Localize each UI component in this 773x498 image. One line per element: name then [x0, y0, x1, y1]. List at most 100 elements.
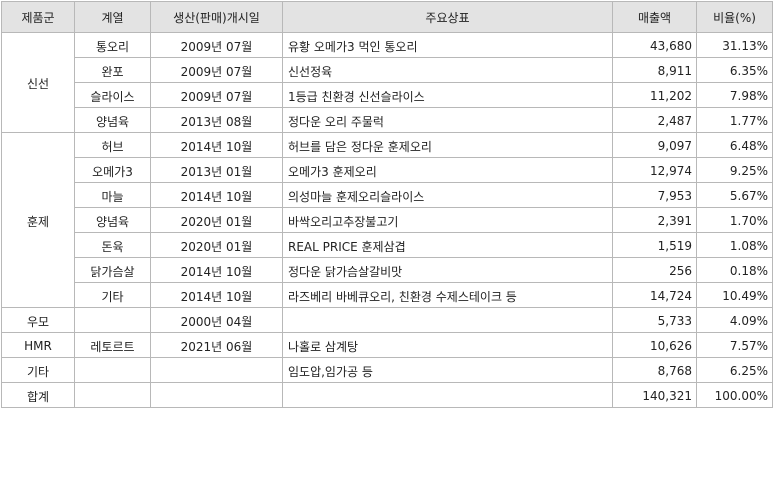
- header-brand: 주요상표: [282, 1, 613, 33]
- cell-ratio: 100.00%: [696, 382, 773, 408]
- table-row: 오메가3 2013년 01월 오메가3 훈제오리 12,974 9.25%: [2, 157, 773, 183]
- cell-brand: 정다운 닭가슴살갈비맛: [282, 257, 613, 283]
- table-row: 양념육 2020년 01월 바싹오리고추장불고기 2,391 1.70%: [2, 207, 773, 233]
- cell-ratio: 4.09%: [696, 307, 773, 333]
- cell-launch-date: 2014년 10월: [150, 132, 283, 158]
- table-row: 돈육 2020년 01월 REAL PRICE 훈제삼겹 1,519 1.08%: [2, 232, 773, 258]
- cell-line: 완포: [74, 57, 151, 83]
- cell-sales: 43,680: [612, 32, 697, 58]
- cell-category: 신선: [1, 32, 75, 133]
- cell-line: 양념육: [74, 107, 151, 133]
- cell-ratio: 0.18%: [696, 257, 773, 283]
- cell-launch-date: 2009년 07월: [150, 82, 283, 108]
- header-category: 제품군: [1, 1, 75, 33]
- cell-ratio: 1.08%: [696, 232, 773, 258]
- header-launch-date: 생산(판매)개시일: [150, 1, 283, 33]
- header-ratio: 비율(%): [696, 1, 773, 33]
- cell-brand: 1등급 친환경 신선슬라이스: [282, 82, 613, 108]
- cell-sales: 8,768: [612, 357, 697, 383]
- cell-category: 기타: [1, 357, 75, 383]
- table-row: 닭가슴살 2014년 10월 정다운 닭가슴살갈비맛 256 0.18%: [2, 257, 773, 283]
- cell-brand: [282, 307, 613, 333]
- cell-category: HMR: [1, 332, 75, 358]
- table-body: 신선 통오리 2009년 07월 유황 오메가3 먹인 통오리 43,680 31.13%…: [1, 32, 773, 408]
- cell-ratio: 7.57%: [696, 332, 773, 358]
- cell-sales: 256: [612, 257, 697, 283]
- table-row: 우모 2000년 04월 5,733 4.09%: [1, 307, 773, 333]
- cell-sales: 140,321: [612, 382, 697, 408]
- cell-sales: 1,519: [612, 232, 697, 258]
- cell-line: 양념육: [74, 207, 151, 233]
- cell-sales: 12,974: [612, 157, 697, 183]
- table-row: 기타 2014년 10월 라즈베리 바베큐오리, 친환경 수제스테이크 등 14,72…: [2, 282, 773, 308]
- table-row: 완포 2009년 07월 신선정육 8,911 6.35%: [2, 57, 773, 83]
- header-row: 제품군 계열 생산(판매)개시일 주요상표 매출액 비율(%): [1, 1, 773, 33]
- cell-line: 기타: [74, 282, 151, 308]
- cell-launch-date: 2014년 10월: [150, 182, 283, 208]
- cell-sales: 2,391: [612, 207, 697, 233]
- cell-launch-date: 2020년 01월: [150, 207, 283, 233]
- header-sales: 매출액: [612, 1, 697, 33]
- cell-sales: 10,626: [612, 332, 697, 358]
- cell-brand: 임도압,임가공 등: [282, 357, 613, 383]
- cell-brand: 나홀로 삼계탕: [282, 332, 613, 358]
- cell-launch-date: 2009년 07월: [150, 57, 283, 83]
- cell-ratio: 9.25%: [696, 157, 773, 183]
- cell-launch-date: 2014년 10월: [150, 282, 283, 308]
- cell-sales: 9,097: [612, 132, 697, 158]
- table-row: 양념육 2013년 08월 정다운 오리 주물럭 2,487 1.77%: [2, 107, 773, 133]
- cell-category: 우모: [1, 307, 75, 333]
- cell-sales: 11,202: [612, 82, 697, 108]
- table-row: 훈제 허브 2014년 10월 허브를 담은 정다운 훈제오리 9,097 6.48%: [1, 132, 773, 308]
- cell-launch-date: 2013년 01월: [150, 157, 283, 183]
- cell-line: 슬라이스: [74, 82, 151, 108]
- cell-line: 레토르트: [74, 332, 151, 358]
- cell-line: [74, 357, 151, 383]
- cell-launch-date: 2020년 01월: [150, 232, 283, 258]
- cell-brand: REAL PRICE 훈제삼겹: [282, 232, 613, 258]
- table-row: 기타 임도압,임가공 등 8,768 6.25%: [1, 357, 773, 383]
- cell-line: [74, 307, 151, 333]
- cell-sales: 14,724: [612, 282, 697, 308]
- cell-ratio: 6.35%: [696, 57, 773, 83]
- cell-category: 훈제: [1, 132, 75, 308]
- cell-line: 닭가슴살: [74, 257, 151, 283]
- cell-ratio: 1.70%: [696, 207, 773, 233]
- cell-brand: 정다운 오리 주물럭: [282, 107, 613, 133]
- cell-sales: 7,953: [612, 182, 697, 208]
- cell-brand: [282, 382, 613, 408]
- cell-launch-date: 2021년 06월: [150, 332, 283, 358]
- cell-brand: 허브를 담은 정다운 훈제오리: [282, 132, 613, 158]
- total-row: 합계 140,321 100.00%: [1, 382, 773, 408]
- cell-sales: 2,487: [612, 107, 697, 133]
- cell-ratio: 10.49%: [696, 282, 773, 308]
- cell-launch-date: 2013년 08월: [150, 107, 283, 133]
- cell-launch-date: 2009년 07월: [150, 32, 283, 58]
- cell-brand: 라즈베리 바베큐오리, 친환경 수제스테이크 등: [282, 282, 613, 308]
- cell-ratio: 7.98%: [696, 82, 773, 108]
- cell-brand: 오메가3 훈제오리: [282, 157, 613, 183]
- cell-ratio: 31.13%: [696, 32, 773, 58]
- cell-launch-date: [150, 357, 283, 383]
- cell-ratio: 5.67%: [696, 182, 773, 208]
- cell-brand: 신선정육: [282, 57, 613, 83]
- cell-sales: 8,911: [612, 57, 697, 83]
- cell-ratio: 6.25%: [696, 357, 773, 383]
- cell-ratio: 1.77%: [696, 107, 773, 133]
- cell-brand: 유황 오메가3 먹인 통오리: [282, 32, 613, 58]
- table-row: 마늘 2014년 10월 의성마늘 훈제오리슬라이스 7,953 5.67%: [2, 182, 773, 208]
- sales-by-product-table: 제품군 계열 생산(판매)개시일 주요상표 매출액 비율(%) 신선 통오리 200…: [1, 1, 773, 408]
- table-row: 신선 통오리 2009년 07월 유황 오메가3 먹인 통오리 43,680 31.13%: [1, 32, 773, 133]
- cell-launch-date: 2014년 10월: [150, 257, 283, 283]
- cell-line: 허브: [74, 132, 151, 158]
- cell-line: 돈육: [74, 232, 151, 258]
- cell-launch-date: 2000년 04월: [150, 307, 283, 333]
- cell-line: [74, 382, 151, 408]
- table-row: 슬라이스 2009년 07월 1등급 친환경 신선슬라이스 11,202 7.98%: [2, 82, 773, 108]
- cell-line: 통오리: [74, 32, 151, 58]
- cell-line: 오메가3: [74, 157, 151, 183]
- cell-launch-date: [150, 382, 283, 408]
- cell-brand: 의성마늘 훈제오리슬라이스: [282, 182, 613, 208]
- cell-line: 마늘: [74, 182, 151, 208]
- header-line: 계열: [74, 1, 151, 33]
